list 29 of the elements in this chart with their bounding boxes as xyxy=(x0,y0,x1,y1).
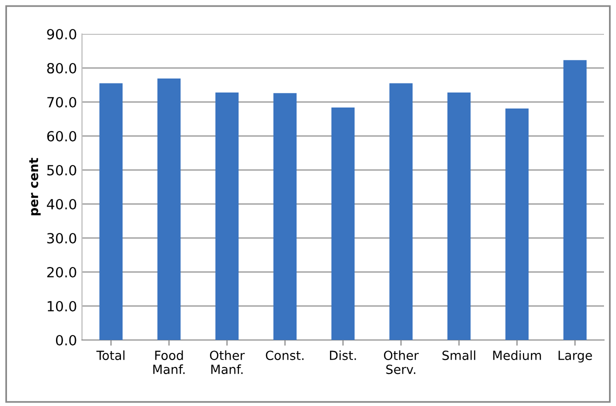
x-tick-label: Food Manf. xyxy=(153,350,185,374)
bar xyxy=(389,83,413,340)
y-tick-label: 80.0 xyxy=(47,62,76,74)
x-tick-label: Dist. xyxy=(330,350,356,360)
y-tick-label: 40.0 xyxy=(46,198,76,210)
x-tick-label: Other Serv. xyxy=(384,350,419,374)
x-tick-label: Total xyxy=(96,350,124,360)
bar xyxy=(273,93,297,340)
bar xyxy=(99,83,123,340)
x-tick-label: Const. xyxy=(266,350,304,360)
x-tick-label: Small xyxy=(442,350,476,360)
x-tick-label: Other Manf. xyxy=(210,350,245,374)
bar xyxy=(215,92,239,340)
y-tick-label: 50.0 xyxy=(47,164,76,176)
y-tick-label: 10.0 xyxy=(48,300,76,312)
bar xyxy=(563,60,587,340)
y-tick-label: 0.0 xyxy=(56,334,76,346)
bar xyxy=(331,107,355,340)
y-tick-label: 70.0 xyxy=(47,96,76,108)
y-tick-label: 90.0 xyxy=(47,28,76,40)
y-axis-title: per cent xyxy=(29,158,41,216)
y-tick-label: 30.0 xyxy=(47,232,76,244)
y-tick-label: 60.0 xyxy=(47,130,76,142)
bar xyxy=(447,92,471,340)
bar xyxy=(157,78,181,340)
y-tick-label: 20.0 xyxy=(47,266,76,278)
x-tick-label: Large xyxy=(558,350,592,363)
bar xyxy=(505,108,529,340)
x-tick-label: Medium xyxy=(493,350,541,360)
